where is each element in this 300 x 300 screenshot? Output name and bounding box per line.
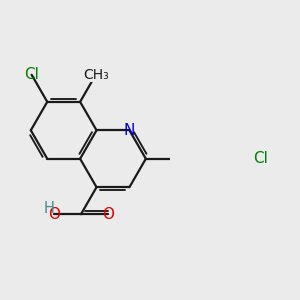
Text: O: O	[48, 207, 60, 222]
Text: CH₃: CH₃	[83, 68, 109, 82]
Text: H: H	[44, 201, 55, 216]
Text: Cl: Cl	[24, 67, 39, 82]
Text: N: N	[124, 123, 135, 138]
Text: Cl: Cl	[253, 151, 268, 166]
Text: O: O	[102, 207, 114, 222]
